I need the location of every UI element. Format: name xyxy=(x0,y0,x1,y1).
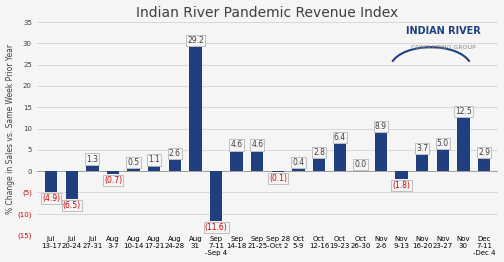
Text: (0.7): (0.7) xyxy=(104,176,122,185)
Bar xyxy=(334,144,346,171)
Text: (6.5): (6.5) xyxy=(62,201,81,210)
Text: 12.5: 12.5 xyxy=(455,107,472,116)
Text: 2.9: 2.9 xyxy=(478,148,490,157)
Text: 8.9: 8.9 xyxy=(375,122,387,131)
Bar xyxy=(230,152,243,171)
Text: 1.1: 1.1 xyxy=(148,155,160,164)
Text: (11.6): (11.6) xyxy=(205,223,227,232)
Bar xyxy=(313,159,325,171)
Title: Indian River Pandemic Revenue Index: Indian River Pandemic Revenue Index xyxy=(137,6,399,20)
Bar xyxy=(189,47,202,171)
Text: 2.8: 2.8 xyxy=(313,148,325,157)
Text: 0.5: 0.5 xyxy=(128,158,140,167)
Bar xyxy=(128,169,140,171)
Bar xyxy=(292,170,305,171)
Bar xyxy=(169,160,181,171)
Bar xyxy=(210,171,222,221)
Bar xyxy=(375,133,387,171)
Text: INDIAN RIVER: INDIAN RIVER xyxy=(406,26,481,36)
Bar xyxy=(478,159,490,171)
Text: 3.7: 3.7 xyxy=(416,144,428,153)
Text: 1.3: 1.3 xyxy=(86,155,98,163)
Text: 29.2: 29.2 xyxy=(187,36,204,45)
Text: 4.6: 4.6 xyxy=(251,140,263,149)
Bar xyxy=(272,171,284,172)
Bar xyxy=(86,166,99,171)
Y-axis label: % Change in Sales vs. Same Week Prior Year: % Change in Sales vs. Same Week Prior Ye… xyxy=(6,43,15,214)
Bar xyxy=(251,152,264,171)
Bar xyxy=(457,118,470,171)
Text: 6.4: 6.4 xyxy=(334,133,346,142)
Text: 0.0: 0.0 xyxy=(354,160,366,169)
Bar xyxy=(436,150,449,171)
Text: CONSULTING GROUP: CONSULTING GROUP xyxy=(411,45,476,50)
Text: 5.0: 5.0 xyxy=(437,139,449,148)
Text: 2.6: 2.6 xyxy=(169,149,181,158)
Bar xyxy=(395,171,408,179)
Text: 4.6: 4.6 xyxy=(231,140,243,149)
Bar xyxy=(107,171,119,174)
Text: (1.8): (1.8) xyxy=(393,181,410,190)
Text: (0.1): (0.1) xyxy=(269,174,287,183)
Bar xyxy=(416,155,428,171)
Text: 0.4: 0.4 xyxy=(292,158,304,167)
Text: (4.9): (4.9) xyxy=(42,194,60,203)
Bar xyxy=(66,171,78,199)
Bar xyxy=(148,166,160,171)
Bar xyxy=(45,171,57,192)
